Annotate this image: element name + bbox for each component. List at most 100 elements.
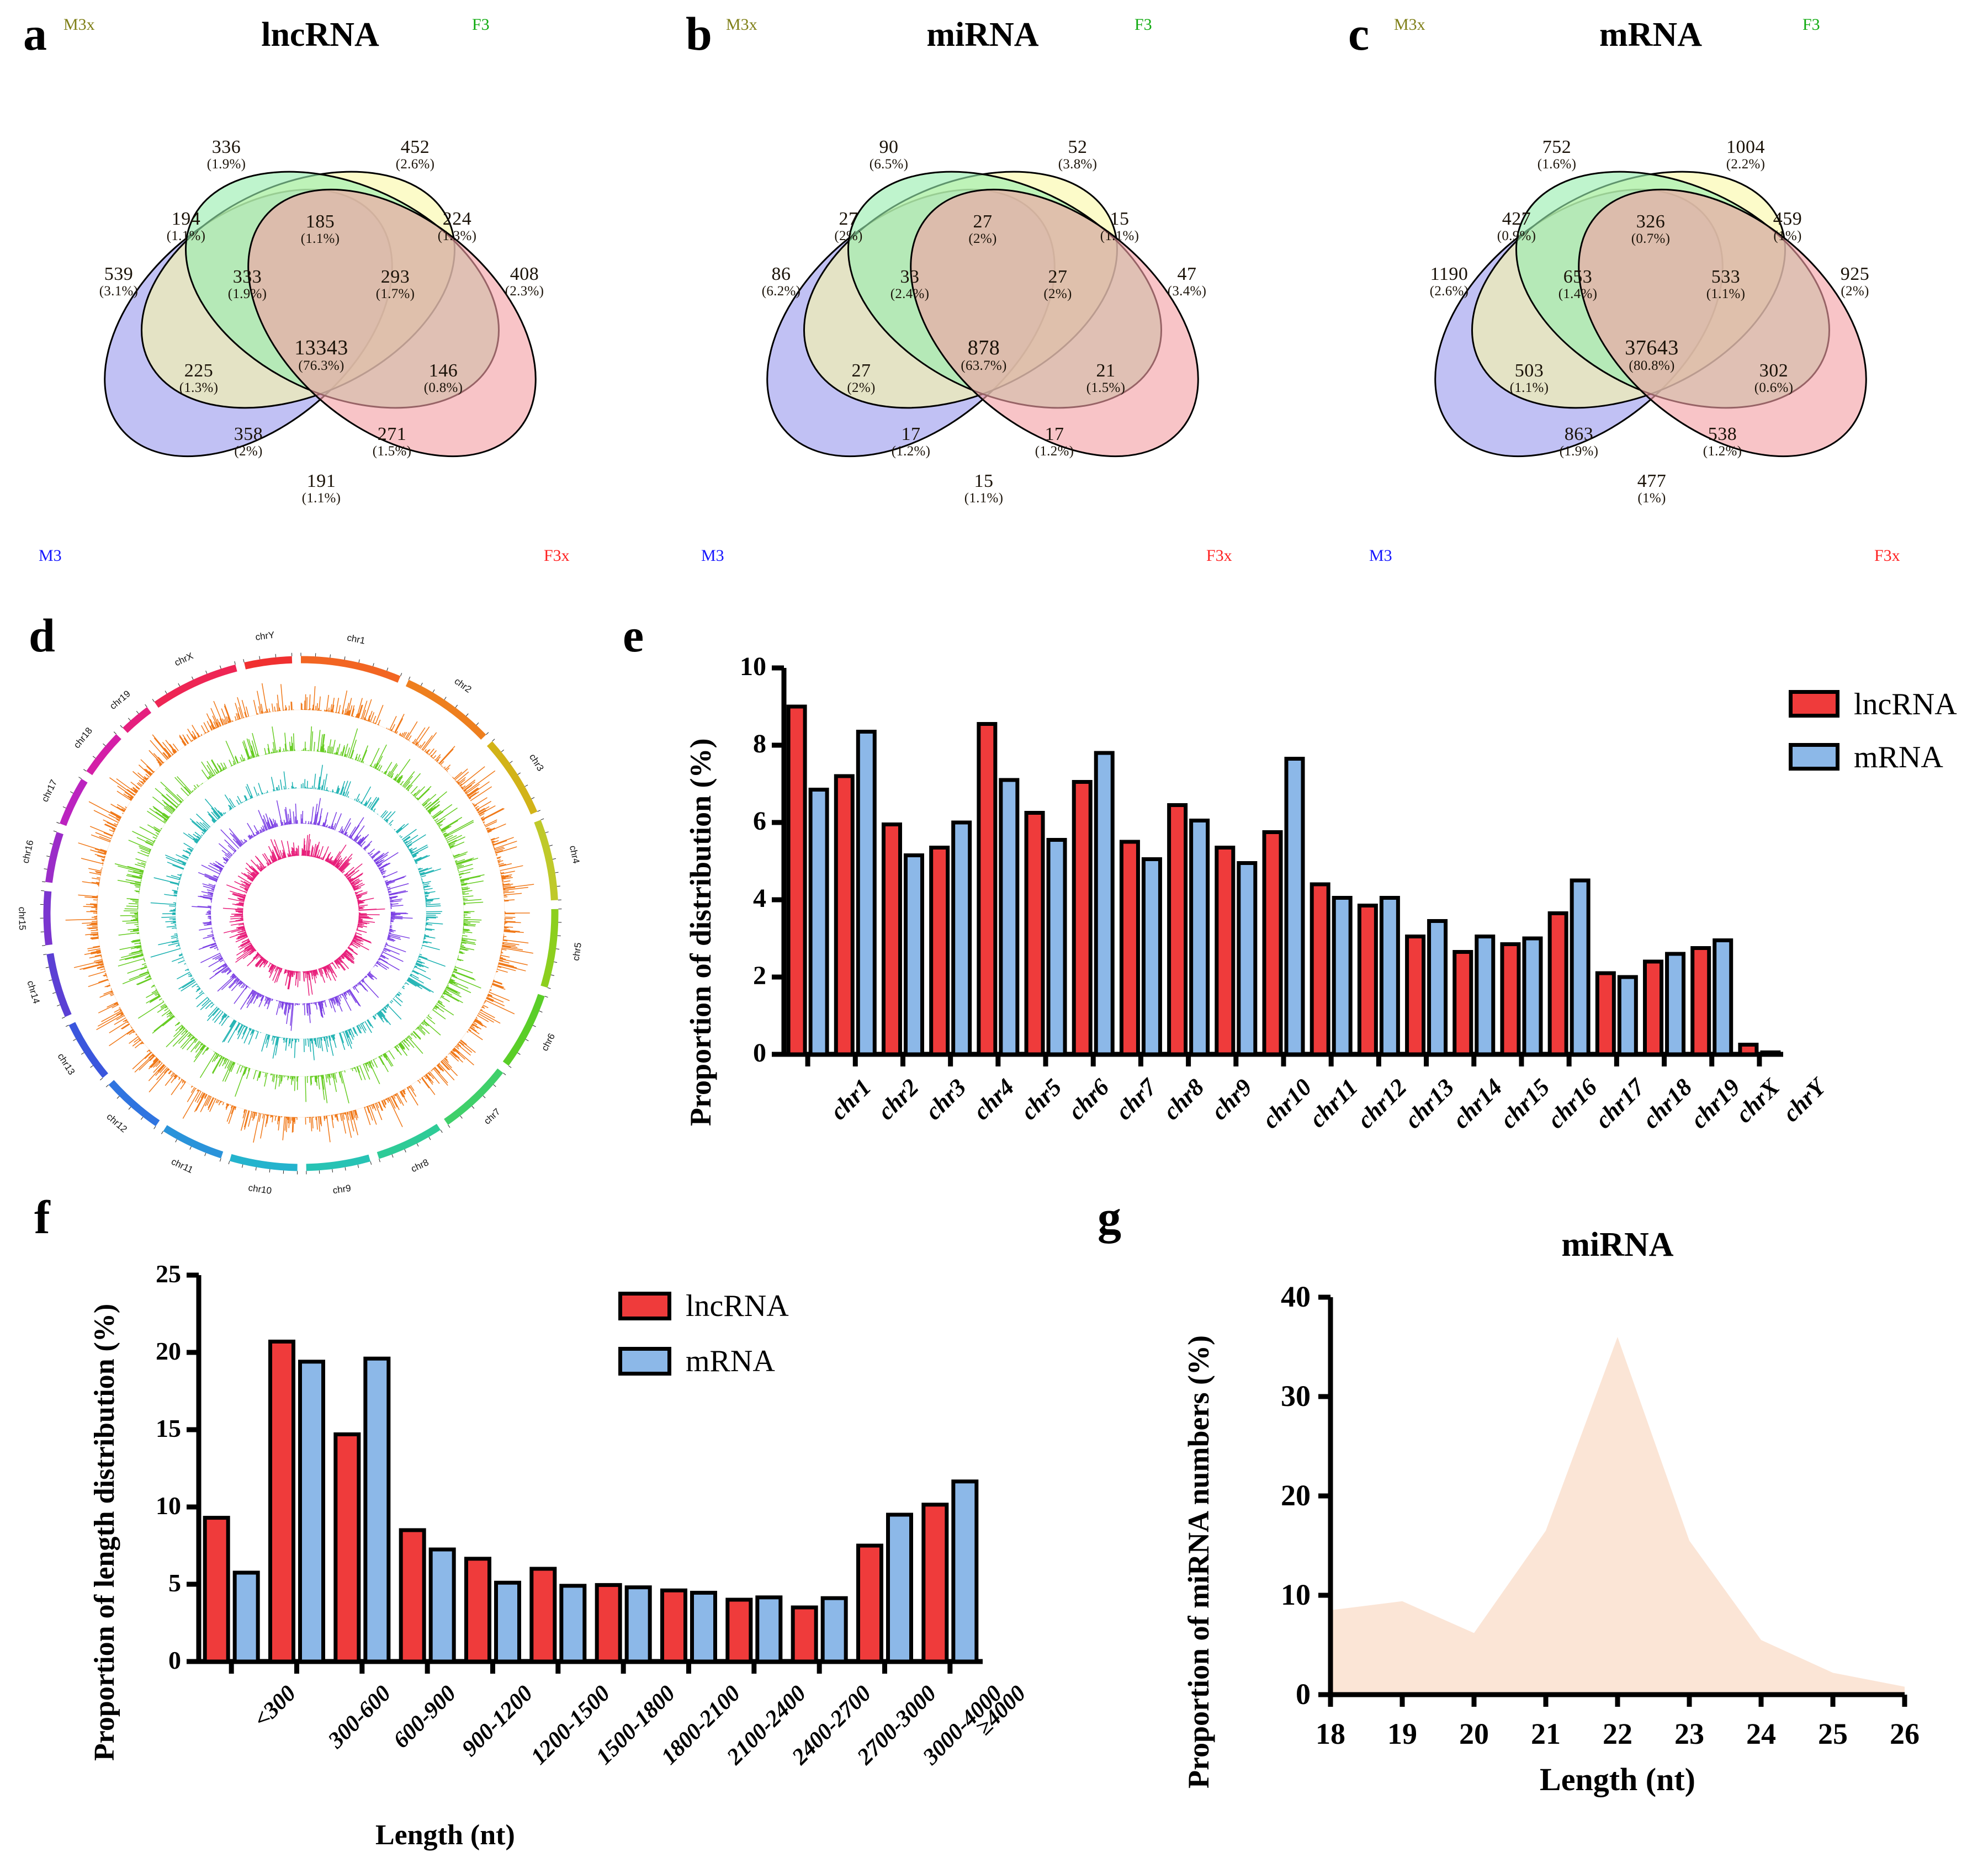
venn-region-F3-F3x: 459 (1%): [1773, 209, 1803, 243]
venn-region-M3x-F3: 326 (0.7%): [1631, 212, 1671, 246]
venn-region-percent: (2.4%): [890, 286, 930, 301]
bar-mrna-chr3: [903, 853, 924, 1057]
ideogram-tick: [545, 831, 549, 834]
legend-swatch-mrna: [1789, 743, 1839, 771]
ideogram-tick: [220, 665, 221, 669]
venn-region-M3-M3x-F3: 653 (1.4%): [1558, 267, 1598, 301]
venn-region-M3-M3x: 194 (1.1%): [167, 209, 206, 243]
bar-lncrna-chr6: [1024, 811, 1045, 1057]
bar-lncrna-chr9: [1167, 803, 1188, 1057]
legend-label-lncrna: lncRNA: [1854, 687, 1957, 721]
bar-lncrna-12001500: [464, 1557, 491, 1664]
venn-region-percent: (1.3%): [179, 380, 219, 395]
venn-region-M3x-only: 336 (1.9%): [207, 136, 246, 171]
y-tick-label: 10: [156, 1492, 181, 1520]
venn-region-count: 21: [1096, 360, 1116, 381]
y-tick-label: 40: [1281, 1280, 1311, 1313]
bar-lncrna-chrX: [1690, 946, 1711, 1057]
venn-set-label-m3x: M3x: [63, 15, 95, 34]
y-axis-title: Proportion of length distribution (%): [89, 1303, 120, 1761]
venn-region-count: 427: [1502, 208, 1531, 229]
bar-mrna-chr2: [856, 730, 877, 1057]
venn-region-M3-M3x: 27 (2%): [834, 209, 862, 243]
bar-lncrna-chr10: [1215, 846, 1236, 1057]
venn-region-count: 878: [967, 336, 1000, 359]
bar-lncrna-chr11: [1262, 830, 1283, 1057]
bar-lncrna-chr18: [1595, 971, 1616, 1057]
venn-region-count: 13343: [294, 336, 348, 359]
ideogram-segment-chr5: [540, 909, 559, 988]
venn-region-M3x-only: 752 (1.6%): [1538, 136, 1577, 171]
venn-region-percent: (0.6%): [1754, 380, 1794, 395]
venn-region-count: 538: [1708, 423, 1737, 444]
ideogram-tick: [421, 682, 423, 686]
bar-mrna-18002100: [624, 1585, 652, 1664]
ideogram-tick: [533, 1025, 536, 1027]
ideogram-tick: [259, 656, 261, 660]
venn-region-count: 1190: [1430, 263, 1469, 284]
bar-lncrna-30004000: [856, 1543, 883, 1664]
venn-ellipse-f3x: [247, 188, 537, 458]
bar-mrna-chr17: [1570, 878, 1591, 1057]
ideogram-tick: [540, 818, 544, 820]
venn-region-percent: (0.8%): [423, 380, 463, 395]
venn-region-count: 752: [1542, 136, 1572, 157]
ideogram-tick: [432, 689, 435, 693]
ideogram-tick: [444, 697, 447, 700]
venn-set-label-f3x: F3x: [1206, 546, 1232, 565]
ideogram-tick: [165, 691, 167, 694]
ideogram-tick: [400, 673, 402, 677]
venn-region-M3-F3x: 477 (1%): [1637, 471, 1667, 505]
ideogram-tick: [49, 979, 52, 981]
venn-region-percent: (0.9%): [1497, 228, 1536, 243]
ideogram-tick: [189, 1146, 192, 1150]
bar-lncrna-chr3: [881, 822, 902, 1057]
circos-chromosome-label-chr3: chr3: [527, 752, 546, 773]
venn-region-M3x-F3: 185 (1.1%): [301, 211, 340, 246]
venn-region-percent: (6.5%): [869, 156, 909, 172]
ideogram-tick: [486, 732, 489, 735]
ideogram-tick: [544, 996, 548, 998]
ideogram-tick: [416, 1143, 419, 1147]
venn-title: lncRNA: [261, 16, 379, 54]
venn-region-percent: (3.4%): [1167, 283, 1207, 299]
bar-mrna-30004000: [886, 1512, 913, 1664]
y-tick-label: 30: [1281, 1379, 1311, 1413]
x-axis-title: Length (nt): [1540, 1761, 1695, 1797]
ideogram-tick: [243, 659, 245, 663]
y-tick-label: 4: [753, 884, 766, 914]
venn-region-percent: (1.4%): [1558, 286, 1598, 301]
venn-region-all-four: 878 (63.7%): [961, 337, 1006, 373]
ideogram-tick: [525, 1039, 529, 1042]
ideogram-tick: [73, 1038, 76, 1041]
bar-mrna-chr12: [1332, 896, 1353, 1057]
ideogram-tick: [408, 676, 411, 680]
ideogram-segment-chr6: [502, 994, 545, 1066]
y-tick-label: 10: [740, 652, 766, 682]
circos-chromosome-label-chr11: chr11: [169, 1156, 194, 1176]
ideogram-segment-chr18: [86, 734, 121, 776]
ideogram-tick: [391, 1154, 394, 1158]
ideogram-tick: [440, 1129, 443, 1133]
venn-region-count: 185: [305, 211, 335, 232]
venn-region-count: 336: [211, 136, 241, 157]
ideogram-segment-chr2: [405, 680, 486, 740]
venn-region-F3x-only: 408 (2.3%): [505, 264, 544, 298]
venn-region-M3x-F3: 27 (2%): [968, 211, 996, 246]
bar-mrna-chr11: [1284, 757, 1305, 1057]
venn-region-count: 27: [973, 211, 993, 232]
bar-mrna-21002400: [690, 1590, 717, 1664]
panel-label-b: b: [686, 7, 712, 60]
ideogram-segment-chr8: [377, 1123, 441, 1159]
venn-region-count: 146: [428, 360, 458, 381]
ideogram-tick: [113, 731, 116, 735]
venn-region-count: 925: [1840, 263, 1870, 284]
panel-label-a: a: [23, 7, 47, 60]
venn-region-M3-F3: 27 (2%): [847, 361, 875, 395]
ideogram-tick: [471, 1106, 475, 1109]
ideogram-tick: [508, 1065, 512, 1068]
venn-region-percent: (2.2%): [1726, 156, 1766, 172]
venn-region-M3-M3x-F3x: 17 (1.2%): [1035, 424, 1074, 458]
x-tick-label: 23: [1674, 1717, 1704, 1750]
venn-region-count: 47: [1177, 263, 1197, 284]
